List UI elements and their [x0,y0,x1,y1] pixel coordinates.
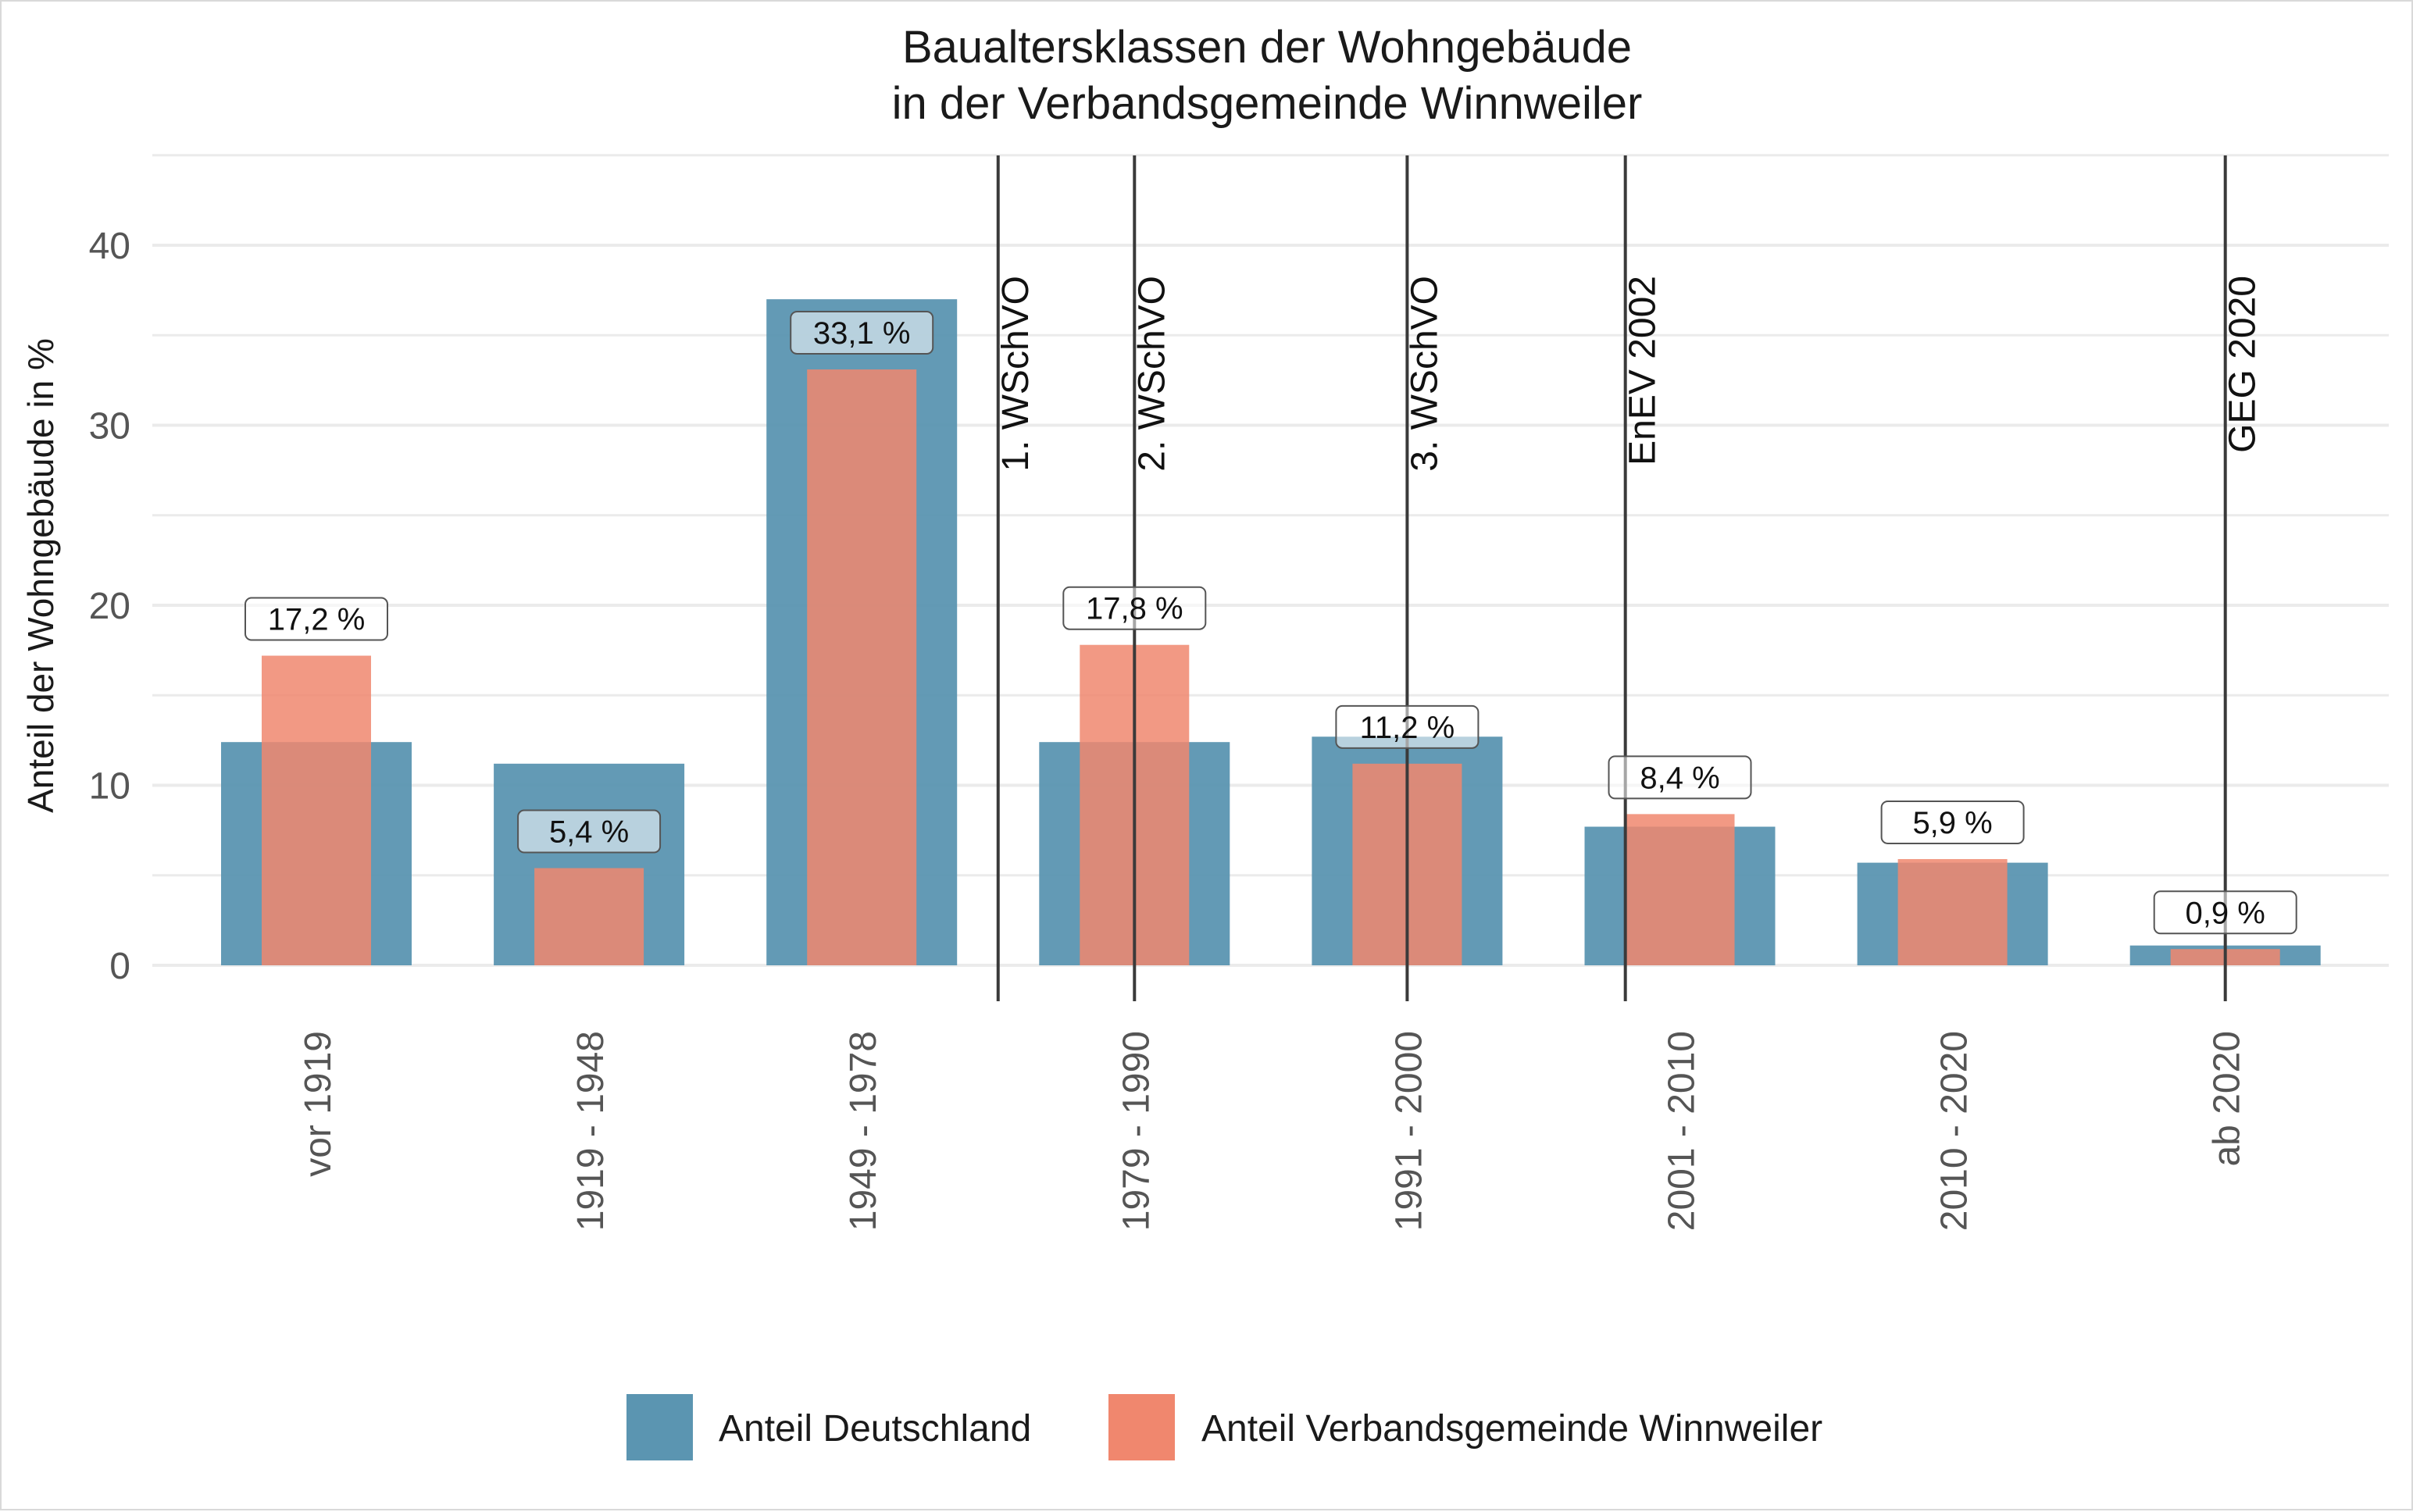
regulation-label: 3. WSchVO [1404,276,1445,472]
bar-winnweiler [534,868,644,965]
data-label-box [1062,586,1207,630]
y-tick-label: 40 [89,226,130,267]
x-tick-label: 1991 - 2000 [1388,1031,1430,1231]
data-label: 17,8 % [1086,592,1183,626]
data-label: 17,2 % [268,603,366,637]
legend-key-deutschland [626,1394,693,1460]
y-axis-title: Anteil der Wohngebäude in % [20,338,61,813]
data-label: 11,2 % [1360,711,1455,745]
y-axis-ticks: 0 10 20 30 40 [89,226,130,987]
gridlines [152,154,2389,967]
x-tick-label: 1919 - 1948 [570,1031,612,1231]
data-label-box [790,311,934,355]
y-tick-label: 30 [89,406,130,448]
regulation-label: 1. WSchVO [995,276,1037,472]
bar-winnweiler [262,655,371,965]
data-label: 33,1 % [813,316,911,351]
data-label: 0,9 % [2186,896,2265,930]
regulation-lines: 1. WSchVO 2. WSchVO 3. WSchVO EnEV 2002 GEG … [995,155,2264,1001]
x-tick-label: 2001 - 2010 [1662,1031,1703,1231]
x-axis-ticks: vor 1919 1919 - 1948 1949 - 1978 1979 - 199… [298,1031,2248,1231]
bar-winnweiler [807,369,917,965]
legend: Anteil Deutschland Anteil Verbandsgemein… [626,1394,1822,1460]
y-tick-label: 20 [89,586,130,627]
data-label-box [2153,890,2297,935]
x-tick-label: 2010 - 2020 [1934,1031,1976,1231]
x-tick-label: ab 2020 [2207,1031,2248,1167]
data-label: 8,4 % [1640,761,1719,795]
chart-title-line-2: in der Verbandsgemeinde Winnweiler [892,78,1643,129]
y-tick-label: 0 [109,946,130,987]
data-label-box [1880,801,2025,845]
x-tick-label: 1949 - 1978 [843,1031,884,1231]
data-label-box [1335,704,1480,749]
data-label: 5,9 % [1912,806,1992,840]
regulation-label: 2. WSchVO [1131,276,1173,472]
y-tick-label: 10 [89,766,130,808]
bar-winnweiler [1897,859,2008,965]
legend-label-winnweiler: Anteil Verbandsgemeinde Winnweiler [1201,1408,1822,1450]
regulation-label: EnEV 2002 [1622,276,1664,465]
regulation-label: GEG 2020 [2222,276,2264,453]
data-labels: 17,2 % 5,4 % 33,1 % 17,8 % 11,2 % 8,4 % 5,9 % 0… [245,311,2297,935]
x-tick-label: 1979 - 1990 [1115,1031,1157,1231]
data-label: 5,4 % [549,815,629,850]
data-label-box [517,809,662,854]
legend-label-deutschland: Anteil Deutschland [719,1408,1031,1450]
bar-winnweiler [1625,814,1735,965]
x-tick-label: vor 1919 [298,1031,339,1177]
data-label-box [245,597,388,641]
legend-key-winnweiler [1108,1394,1175,1460]
chart-title-line-1: Baualtersklassen der Wohngebäude [902,22,1632,73]
data-label-box [1608,755,1752,800]
bars [221,299,2321,965]
